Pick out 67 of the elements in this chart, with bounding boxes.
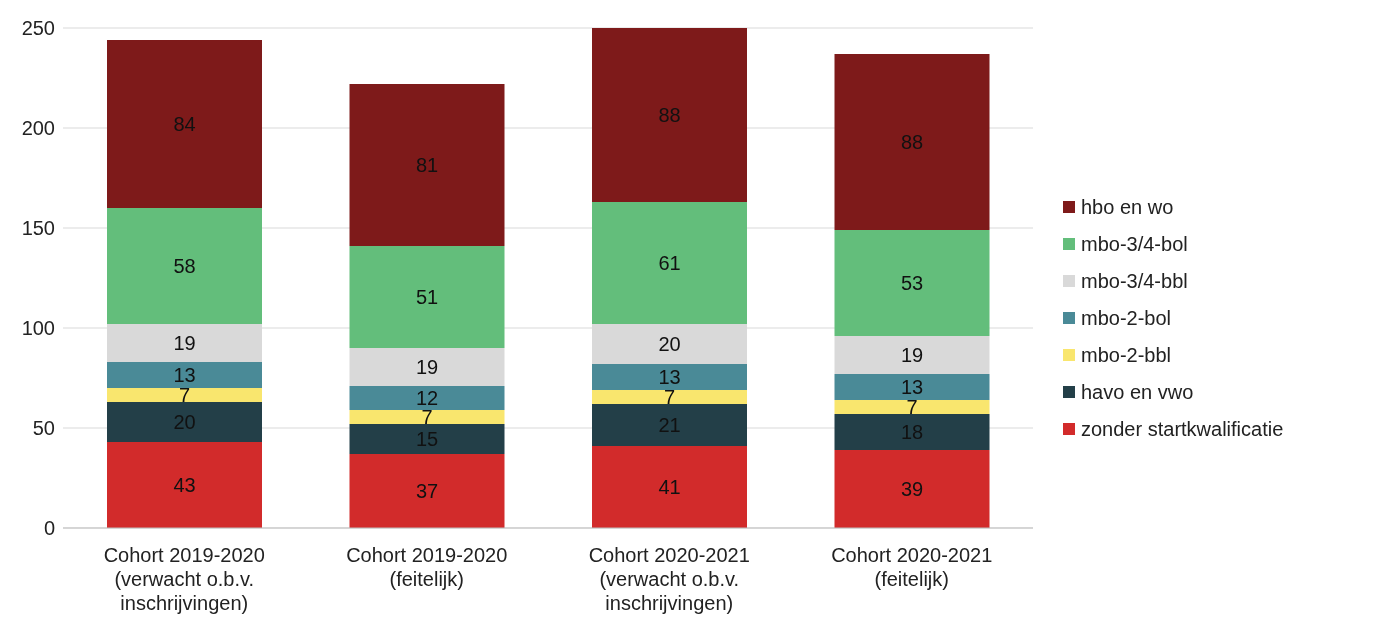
y-tick-label: 150	[21, 217, 55, 240]
y-tick-label: 50	[32, 417, 55, 440]
data-label: 81	[415, 154, 439, 177]
bar	[349, 410, 505, 424]
legend-label: havo en vwo	[1081, 380, 1194, 404]
legend-label: hbo en wo	[1081, 195, 1174, 219]
data-label: 58	[173, 255, 196, 278]
legend-label: mbo-2-bbl	[1081, 343, 1172, 367]
data-label: 51	[415, 286, 439, 309]
x-tick-label: Cohort 2020-2021 (feitelijk)	[831, 544, 993, 590]
bar	[107, 362, 262, 388]
data-label: 39	[900, 478, 924, 501]
legend-label: zonder startkwalificatie	[1081, 417, 1284, 441]
data-label: 84	[173, 113, 196, 136]
bar	[107, 208, 262, 324]
bar	[834, 54, 990, 230]
bar	[834, 400, 990, 414]
bar	[107, 402, 262, 442]
legend-label: mbo-2-bol	[1081, 306, 1172, 330]
data-label: 7	[178, 384, 191, 407]
bar	[107, 40, 262, 208]
data-label: 13	[173, 364, 196, 387]
data-label: 19	[173, 332, 196, 355]
data-label: 43	[173, 474, 196, 497]
bar	[592, 202, 747, 324]
data-label: 53	[900, 272, 924, 295]
bar	[349, 84, 505, 246]
data-label: 41	[658, 476, 681, 499]
data-label: 19	[900, 344, 924, 367]
bar	[592, 390, 747, 404]
bar	[834, 414, 990, 450]
x-tick-label: Cohort 2019-2020 (feitelijk)	[346, 544, 508, 590]
legend-label: mbo-3/4-bol	[1081, 232, 1188, 256]
bar	[349, 424, 505, 454]
data-label: 7	[906, 396, 918, 419]
bar	[592, 28, 747, 202]
x-tick-label: Cohort 2020-2021 (verwacht o.b.v. inschrijvingen)	[588, 544, 750, 614]
bar	[349, 454, 505, 528]
data-label: 7	[663, 386, 676, 409]
bar	[349, 348, 505, 386]
data-label: 15	[415, 428, 439, 451]
bar	[349, 246, 505, 348]
data-label: 13	[658, 366, 681, 389]
bar	[592, 446, 747, 528]
data-label: 37	[415, 480, 439, 503]
y-tick-label: 200	[21, 117, 55, 140]
bar	[592, 364, 747, 390]
bar	[834, 230, 990, 336]
y-tick-label: 250	[21, 17, 55, 40]
data-label: 18	[900, 421, 924, 444]
data-label: 20	[658, 333, 681, 356]
data-label: 88	[900, 131, 924, 154]
bar	[107, 442, 262, 528]
bar	[592, 404, 747, 446]
y-tick-label: 100	[21, 317, 55, 340]
data-label: 19	[415, 356, 439, 379]
bar	[834, 450, 990, 528]
legend-label: mbo-3/4-bbl	[1081, 269, 1188, 293]
bar	[349, 386, 505, 410]
data-label: 13	[900, 376, 924, 399]
bar	[834, 374, 990, 400]
data-label: 88	[658, 104, 681, 127]
x-tick-label: Cohort 2019-2020 (verwacht o.b.v. inschrijvingen)	[103, 544, 265, 614]
bar	[834, 336, 990, 374]
y-tick-label: 0	[43, 517, 55, 540]
data-label: 61	[658, 252, 681, 275]
bar	[107, 388, 262, 402]
